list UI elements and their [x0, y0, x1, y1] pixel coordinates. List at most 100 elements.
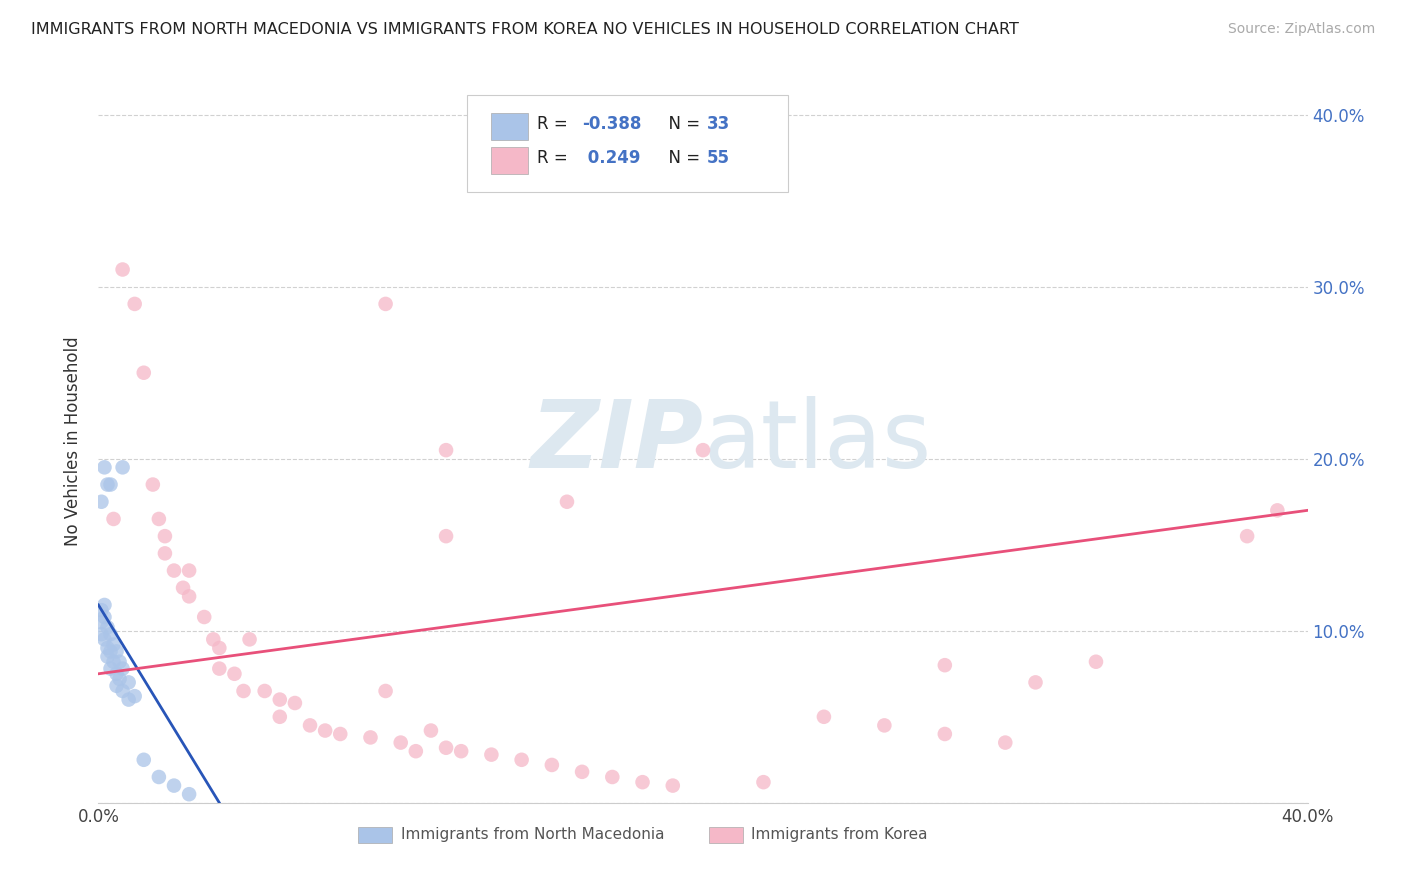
Point	[90, 494, 112, 508]
Point	[111, 662, 134, 676]
FancyBboxPatch shape	[492, 112, 527, 140]
Point	[314, 723, 336, 738]
Point	[93, 460, 115, 475]
Y-axis label: No Vehicles in Household: No Vehicles in Household	[65, 336, 83, 547]
Point	[389, 735, 412, 749]
FancyBboxPatch shape	[467, 95, 787, 193]
Point	[103, 655, 125, 669]
Point	[96, 649, 118, 664]
Point	[1267, 503, 1289, 517]
Text: 0.249: 0.249	[582, 149, 641, 167]
Text: Immigrants from Korea: Immigrants from Korea	[751, 827, 928, 842]
Point	[329, 727, 352, 741]
Text: 55: 55	[707, 149, 730, 167]
Point	[96, 477, 118, 491]
Point	[93, 598, 115, 612]
Point	[111, 262, 134, 277]
Point	[994, 735, 1017, 749]
Point	[752, 775, 775, 789]
Point	[540, 758, 562, 772]
Point	[96, 640, 118, 655]
Point	[1024, 675, 1046, 690]
Point	[118, 675, 141, 690]
Point	[269, 692, 291, 706]
FancyBboxPatch shape	[492, 147, 527, 174]
Text: N =: N =	[658, 149, 706, 167]
Point	[934, 658, 956, 673]
Text: IMMIGRANTS FROM NORTH MACEDONIA VS IMMIGRANTS FROM KOREA NO VEHICLES IN HOUSEHOL: IMMIGRANTS FROM NORTH MACEDONIA VS IMMIG…	[31, 22, 1019, 37]
Point	[108, 672, 131, 686]
Point	[132, 753, 155, 767]
Point	[179, 787, 201, 801]
Text: R =: R =	[537, 115, 574, 133]
Point	[163, 564, 186, 578]
Point	[179, 564, 201, 578]
Point	[481, 747, 503, 762]
Point	[93, 610, 115, 624]
FancyBboxPatch shape	[709, 827, 742, 843]
Point	[602, 770, 624, 784]
Point	[100, 644, 122, 658]
Point	[692, 443, 714, 458]
Point	[434, 740, 457, 755]
Text: ZIP: ZIP	[530, 395, 703, 488]
Point	[103, 512, 125, 526]
Point	[96, 620, 118, 634]
Point	[148, 770, 170, 784]
Point	[132, 366, 155, 380]
Point	[631, 775, 654, 789]
Point	[450, 744, 472, 758]
Point	[142, 477, 165, 491]
Point	[124, 689, 146, 703]
Point	[118, 692, 141, 706]
Point	[90, 603, 112, 617]
Point	[1085, 655, 1108, 669]
Point	[108, 655, 131, 669]
Point	[105, 644, 128, 658]
Point	[111, 684, 134, 698]
Point	[105, 679, 128, 693]
Point	[111, 460, 134, 475]
Point	[239, 632, 262, 647]
Point	[172, 581, 194, 595]
Point	[299, 718, 322, 732]
Point	[420, 723, 443, 738]
Point	[153, 529, 176, 543]
Point	[571, 764, 593, 779]
Point	[208, 662, 231, 676]
Point	[284, 696, 307, 710]
Point	[1236, 529, 1258, 543]
Point	[103, 638, 125, 652]
Text: N =: N =	[658, 115, 706, 133]
Text: 33: 33	[707, 115, 730, 133]
Point	[90, 615, 112, 630]
Point	[873, 718, 896, 732]
Point	[179, 590, 201, 604]
Point	[374, 297, 396, 311]
Point	[153, 546, 176, 560]
Text: Source: ZipAtlas.com: Source: ZipAtlas.com	[1227, 22, 1375, 37]
Point	[269, 710, 291, 724]
FancyBboxPatch shape	[359, 827, 392, 843]
Point	[360, 731, 382, 745]
Point	[148, 512, 170, 526]
Point	[100, 662, 122, 676]
Point	[93, 632, 115, 647]
Point	[100, 627, 122, 641]
Point	[813, 710, 835, 724]
Point	[434, 443, 457, 458]
Point	[555, 494, 578, 508]
Point	[208, 640, 231, 655]
Point	[232, 684, 254, 698]
Point	[90, 627, 112, 641]
Point	[163, 779, 186, 793]
Point	[105, 666, 128, 681]
Point	[405, 744, 427, 758]
Point	[124, 297, 146, 311]
Point	[202, 632, 225, 647]
Point	[193, 610, 215, 624]
Text: R =: R =	[537, 149, 574, 167]
Point	[434, 529, 457, 543]
Text: -0.388: -0.388	[582, 115, 641, 133]
Point	[100, 477, 122, 491]
